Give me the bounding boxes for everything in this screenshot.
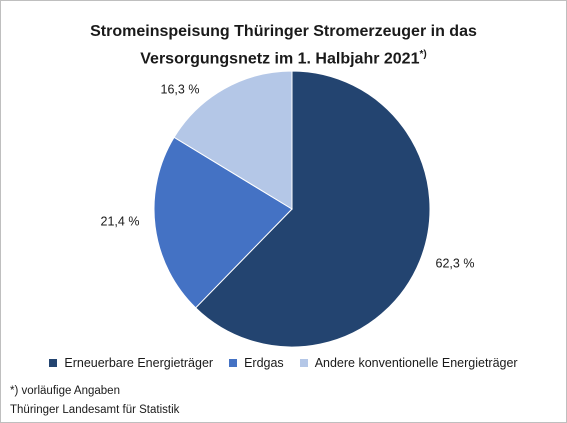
legend-swatch-2: [229, 359, 238, 367]
legend-label-1: Erneuerbare Energieträger: [64, 356, 214, 370]
data-label-1: 62,3 %: [436, 256, 475, 270]
footnote-note: *) vorläufige Angaben: [10, 385, 120, 397]
chart-title-line1: Stromeinspeisung Thüringer Stromerzeuger…: [90, 23, 477, 40]
footnote-source: Thüringer Landesamt für Statistik: [10, 404, 180, 416]
data-label-2: 21,4 %: [101, 214, 140, 228]
chart-title-line2: Versorgungsnetz im 1. Halbjahr 2021: [140, 50, 420, 68]
chart-legend: Erneuerbare Energieträger Erdgas Andere ko…: [0, 356, 567, 370]
pie-slice-3: [173, 70, 293, 210]
chart-title-sup: *): [419, 49, 427, 60]
legend-label-2: Erdgas: [244, 356, 284, 370]
legend-swatch-1: [49, 359, 58, 367]
legend-item-2: Erdgas: [229, 356, 284, 370]
legend-item-1: Erneuerbare Energieträger: [49, 356, 213, 370]
legend-item-3: Andere konventionelle Energieträger: [299, 356, 518, 370]
legend-swatch-3: [299, 359, 308, 367]
legend-label-3: Andere konventionelle Energieträger: [314, 356, 518, 370]
data-label-3: 16,3 %: [161, 82, 200, 96]
chart-title: Stromeinspeisung Thüringer Stromerzeuger…: [0, 20, 567, 70]
pie-slice-2: [153, 136, 293, 309]
chart-title-line2-wrap: Versorgungsnetz im 1. Halbjahr 2021*): [0, 43, 567, 70]
pie-slice-1: [194, 70, 431, 348]
